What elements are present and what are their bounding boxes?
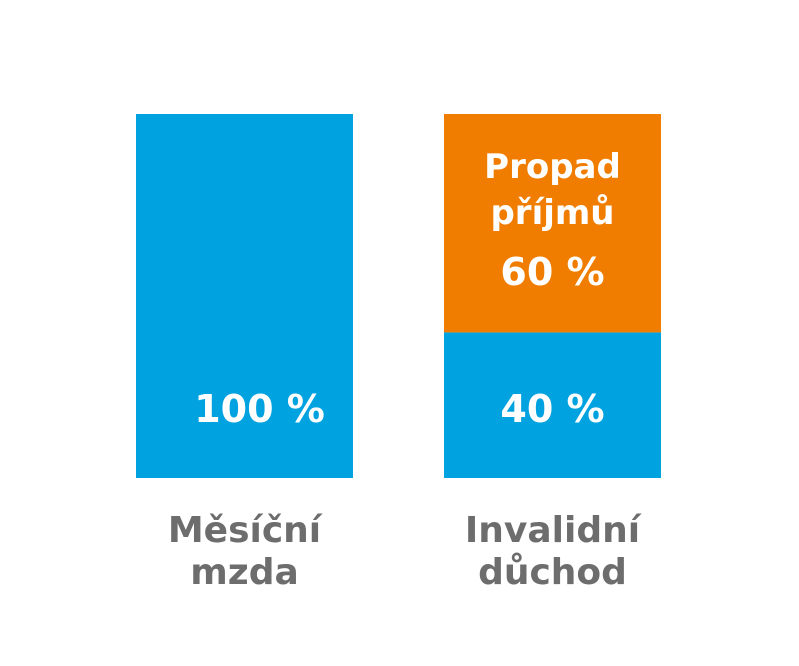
bar-mesicni-mzda [136,114,353,478]
bar-invalidni-duchod-base [444,332,661,478]
propad-caption-line2: příjmů [490,193,614,233]
data-label-100: 100 % [194,387,325,431]
category-label-mesicni: Měsíční [168,510,323,551]
bar-invalidni-duchod-propad [444,114,661,333]
category-label-duchod: důchod [478,552,627,593]
data-label-60: 60 % [500,250,604,294]
category-label-mzda: mzda [190,552,299,593]
data-label-40: 40 % [500,387,604,431]
propad-caption-line1: Propad [484,147,621,187]
category-label-invalidni: Invalidní [465,510,642,551]
